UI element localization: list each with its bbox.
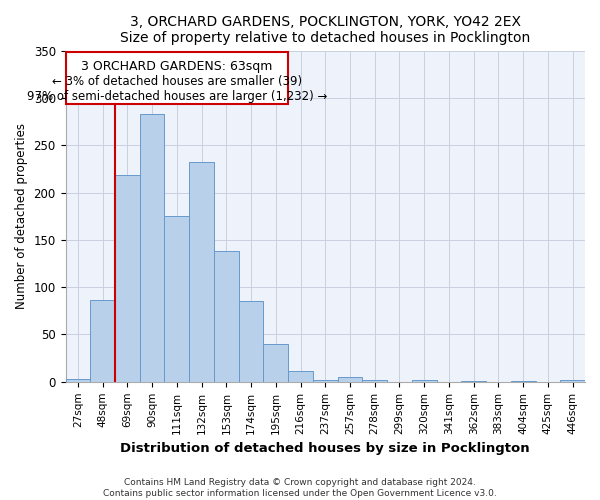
Text: 97% of semi-detached houses are larger (1,232) →: 97% of semi-detached houses are larger (… bbox=[26, 90, 327, 104]
Bar bbox=[338, 377, 362, 382]
Bar bbox=[164, 216, 189, 382]
X-axis label: Distribution of detached houses by size in Pocklington: Distribution of detached houses by size … bbox=[121, 442, 530, 455]
Bar bbox=[511, 381, 536, 382]
Y-axis label: Number of detached properties: Number of detached properties bbox=[15, 123, 28, 309]
Bar bbox=[214, 251, 239, 382]
Text: ← 3% of detached houses are smaller (39): ← 3% of detached houses are smaller (39) bbox=[52, 75, 302, 88]
Bar bbox=[189, 162, 214, 382]
Bar bbox=[560, 380, 585, 382]
Bar bbox=[263, 344, 288, 382]
Text: 3 ORCHARD GARDENS: 63sqm: 3 ORCHARD GARDENS: 63sqm bbox=[81, 60, 272, 73]
Bar bbox=[412, 380, 437, 382]
Bar bbox=[461, 381, 486, 382]
Text: Contains HM Land Registry data © Crown copyright and database right 2024.
Contai: Contains HM Land Registry data © Crown c… bbox=[103, 478, 497, 498]
Bar bbox=[313, 380, 338, 382]
Bar bbox=[288, 372, 313, 382]
FancyBboxPatch shape bbox=[65, 52, 288, 104]
Title: 3, ORCHARD GARDENS, POCKLINGTON, YORK, YO42 2EX
Size of property relative to det: 3, ORCHARD GARDENS, POCKLINGTON, YORK, Y… bbox=[120, 15, 530, 45]
Bar bbox=[115, 174, 140, 382]
Bar bbox=[90, 300, 115, 382]
Bar bbox=[362, 380, 387, 382]
Bar bbox=[65, 379, 90, 382]
Bar bbox=[239, 302, 263, 382]
Bar bbox=[140, 114, 164, 382]
